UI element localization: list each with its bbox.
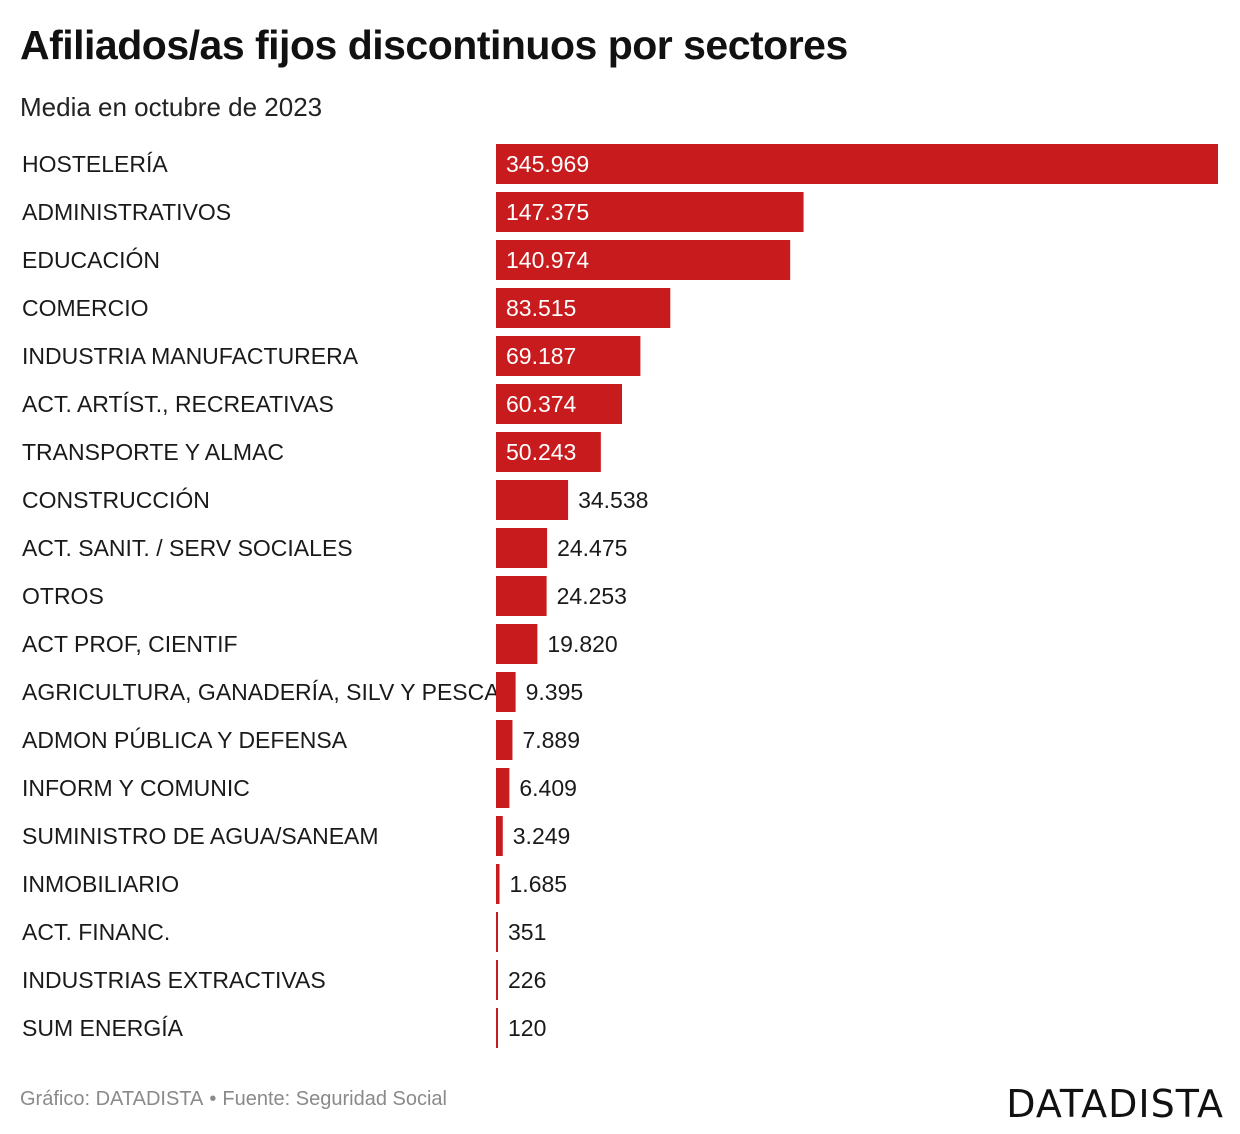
- category-label: ADMON PÚBLICA Y DEFENSA: [22, 727, 348, 753]
- bar: [496, 960, 498, 1000]
- footer-separator: •: [209, 1088, 217, 1110]
- bar: [496, 144, 1218, 184]
- value-label: 1.685: [510, 871, 568, 897]
- value-label: 24.253: [557, 583, 627, 609]
- bar-row: ADMINISTRATIVOS 147.375: [22, 192, 804, 232]
- bar-chart-svg: HOSTELERÍA 345.969 ADMINISTRATIVOS 147.375 E…: [22, 144, 1218, 1048]
- bar-row: SUM ENERGÍA 120: [22, 1008, 546, 1048]
- bar: [496, 768, 510, 808]
- bar-row: COMERCIO 83.515: [22, 288, 671, 328]
- bar-row: AGRICULTURA, GANADERÍA, SILV Y PESCA 9.39…: [22, 672, 583, 712]
- bar: [496, 672, 516, 712]
- category-label: HOSTELERÍA: [22, 151, 168, 177]
- chart-subtitle: Media en octubre de 2023: [20, 92, 323, 122]
- category-label: CONSTRUCCIÓN: [22, 487, 210, 513]
- bar: [496, 432, 601, 472]
- category-label: EDUCACIÓN: [22, 247, 160, 273]
- value-label: 7.889: [522, 727, 580, 753]
- category-label: TRANSPORTE Y ALMAC: [22, 439, 284, 465]
- bar-row: INDUSTRIA MANUFACTURERA 69.187: [22, 336, 641, 376]
- bar: [496, 624, 538, 664]
- bar: [496, 288, 671, 328]
- value-label: 6.409: [519, 775, 577, 801]
- category-label: INDUSTRIAS EXTRACTIVAS: [22, 967, 326, 993]
- bar-row: CONSTRUCCIÓN 34.538: [22, 480, 648, 520]
- category-label: INFORM Y COMUNIC: [22, 775, 250, 801]
- value-label: 226: [508, 967, 546, 993]
- value-label: 147.375: [506, 199, 589, 225]
- bar-row: INMOBILIARIO 1.685: [22, 864, 567, 904]
- bar: [496, 576, 547, 616]
- category-label: INMOBILIARIO: [22, 871, 179, 897]
- category-label: AGRICULTURA, GANADERÍA, SILV Y PESCA: [22, 679, 500, 705]
- category-label: ACT. ARTÍST., RECREATIVAS: [22, 391, 334, 417]
- bar-row: HOSTELERÍA 345.969: [22, 144, 1218, 184]
- value-label: 34.538: [578, 487, 648, 513]
- bar: [496, 192, 804, 232]
- value-label: 83.515: [506, 295, 576, 321]
- category-label: OTROS: [22, 583, 104, 609]
- bar-row: INFORM Y COMUNIC 6.409: [22, 768, 577, 808]
- value-label: 345.969: [506, 151, 589, 177]
- category-label: ACT. SANIT. / SERV SOCIALES: [22, 535, 353, 561]
- bar-row: INDUSTRIAS EXTRACTIVAS 226: [22, 960, 546, 1000]
- bar: [496, 480, 569, 520]
- category-label: INDUSTRIA MANUFACTURERA: [22, 343, 359, 369]
- value-label: 9.395: [526, 679, 584, 705]
- category-label: ADMINISTRATIVOS: [22, 199, 231, 225]
- category-label: SUMINISTRO DE AGUA/SANEAM: [22, 823, 379, 849]
- bar: [496, 336, 641, 376]
- value-label: 3.249: [513, 823, 571, 849]
- value-label: 19.820: [547, 631, 617, 657]
- footer-source: Gráfico: DATADISTA • Fuente: Seguridad Soc…: [20, 1088, 447, 1111]
- bar: [496, 864, 500, 904]
- value-label: 120: [508, 1015, 546, 1041]
- value-label: 24.475: [557, 535, 627, 561]
- bar-row: ACT PROF, CIENTIF 19.820: [22, 624, 618, 664]
- category-label: ACT. FINANC.: [22, 919, 170, 945]
- bar: [496, 1008, 498, 1048]
- bar-row: ACT. SANIT. / SERV SOCIALES 24.475: [22, 528, 627, 568]
- bar: [496, 912, 498, 952]
- bar-row: TRANSPORTE Y ALMAC 50.243: [22, 432, 601, 472]
- value-label: 69.187: [506, 343, 576, 369]
- bar-row: SUMINISTRO DE AGUA/SANEAM 3.249: [22, 816, 570, 856]
- bar: [496, 528, 548, 568]
- bar: [496, 816, 503, 856]
- value-label: 351: [508, 919, 546, 945]
- bar: [496, 720, 513, 760]
- brand-logo: DATADISTA: [1006, 1082, 1224, 1126]
- footer-source-text: Fuente: Seguridad Social: [222, 1088, 447, 1110]
- bar-row: ADMON PÚBLICA Y DEFENSA 7.889: [22, 720, 580, 760]
- category-label: ACT PROF, CIENTIF: [22, 631, 238, 657]
- bar-chart: HOSTELERÍA 345.969 ADMINISTRATIVOS 147.375 E…: [0, 138, 1240, 1058]
- bar-row: OTROS 24.253: [22, 576, 627, 616]
- bar-row: ACT. ARTÍST., RECREATIVAS 60.374: [22, 384, 622, 424]
- category-label: COMERCIO: [22, 295, 149, 321]
- bar-row: EDUCACIÓN 140.974: [22, 240, 791, 280]
- category-label: SUM ENERGÍA: [22, 1015, 184, 1041]
- chart-title: Afiliados/as fijos discontinuos por sect…: [20, 22, 848, 68]
- value-label: 50.243: [506, 439, 576, 465]
- bar: [496, 240, 791, 280]
- bar: [496, 384, 622, 424]
- footer-credit: Gráfico: DATADISTA: [20, 1088, 204, 1110]
- bar-row: ACT. FINANC. 351: [22, 912, 546, 952]
- value-label: 140.974: [506, 247, 589, 273]
- value-label: 60.374: [506, 391, 577, 417]
